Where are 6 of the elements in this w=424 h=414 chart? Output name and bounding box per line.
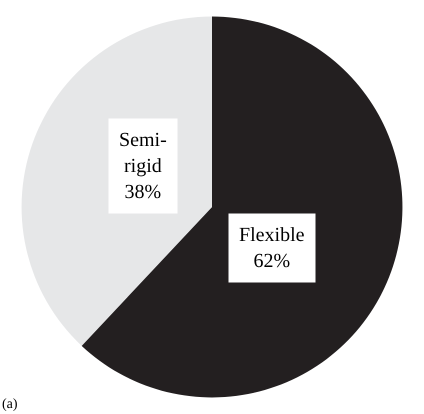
data-label: 62% xyxy=(253,250,290,272)
text: (a) xyxy=(2,397,18,412)
pie-slice xyxy=(82,16,402,398)
data-label: 38% xyxy=(124,181,162,203)
slice-label: Flexible xyxy=(239,224,305,246)
slice-label: Semi- rigid xyxy=(119,129,167,177)
